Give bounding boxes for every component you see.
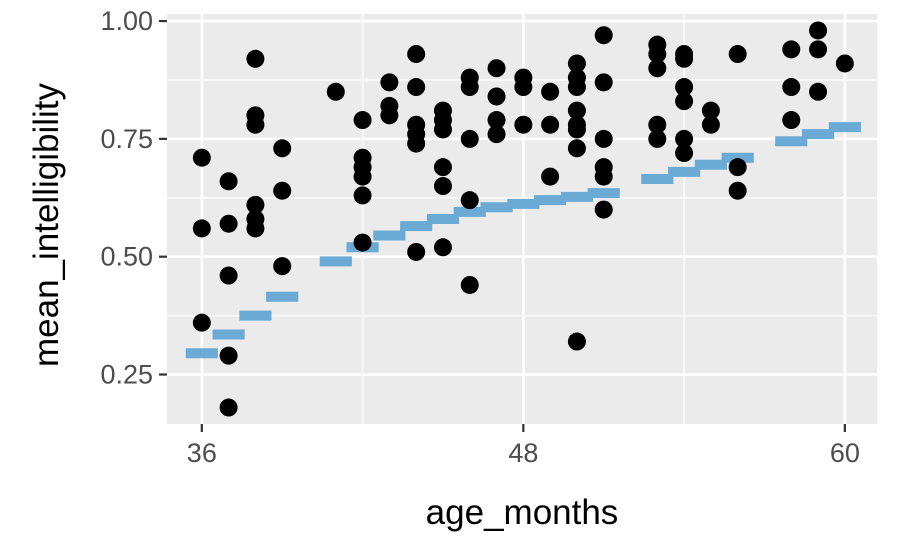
data-point — [353, 186, 372, 205]
data-point — [594, 26, 613, 45]
data-point — [782, 40, 801, 59]
data-point — [648, 59, 667, 78]
data-point — [809, 21, 828, 40]
data-point — [460, 191, 479, 210]
y-tick-label: 0.50 — [100, 242, 153, 272]
data-point — [835, 54, 854, 73]
data-point — [675, 49, 694, 68]
data-point — [701, 101, 720, 120]
x-tick-label: 48 — [508, 438, 538, 468]
data-point — [567, 332, 586, 351]
data-point — [273, 257, 292, 276]
data-point — [219, 398, 238, 417]
data-point — [487, 111, 506, 130]
data-point — [460, 275, 479, 294]
data-point — [567, 120, 586, 139]
data-point — [433, 177, 452, 196]
data-point — [675, 129, 694, 148]
data-point — [273, 181, 292, 200]
data-point — [246, 115, 265, 134]
data-point — [192, 219, 211, 238]
data-point — [701, 115, 720, 134]
data-point — [541, 115, 560, 134]
data-point — [407, 242, 426, 261]
data-point — [407, 78, 426, 97]
data-point — [648, 45, 667, 64]
data-point — [594, 200, 613, 219]
data-point — [594, 167, 613, 186]
data-point — [353, 167, 372, 186]
data-point — [433, 238, 452, 257]
data-point — [192, 148, 211, 167]
data-point — [648, 115, 667, 134]
data-point — [567, 78, 586, 97]
data-point — [728, 158, 747, 177]
y-axis-title: mean_intelligibility — [27, 82, 66, 367]
data-point — [514, 115, 533, 134]
data-point — [246, 219, 265, 238]
data-point — [567, 101, 586, 120]
data-point — [782, 78, 801, 97]
fitted-step-series — [185, 122, 861, 359]
x-axis-ticks: 36 48 60 — [187, 424, 860, 468]
data-point — [809, 40, 828, 59]
data-point — [782, 111, 801, 130]
data-point — [567, 54, 586, 73]
data-point — [353, 111, 372, 130]
data-point — [675, 78, 694, 97]
data-points — [192, 21, 854, 417]
data-point — [380, 106, 399, 125]
x-tick-label: 36 — [187, 438, 217, 468]
data-point — [487, 87, 506, 106]
data-point — [541, 82, 560, 101]
x-axis-title: age_months — [426, 493, 619, 532]
data-point — [380, 73, 399, 92]
data-point — [675, 144, 694, 163]
y-axis-ticks: 0.25 0.50 0.75 1.00 — [100, 6, 167, 390]
data-point — [594, 129, 613, 148]
data-point — [219, 214, 238, 233]
data-point — [460, 129, 479, 148]
data-point — [219, 172, 238, 191]
y-tick-label: 1.00 — [100, 6, 153, 36]
data-point — [648, 129, 667, 148]
data-point — [219, 266, 238, 285]
data-point — [273, 139, 292, 158]
data-point — [353, 233, 372, 252]
data-point — [246, 49, 265, 68]
data-point — [460, 78, 479, 97]
data-point — [594, 73, 613, 92]
data-point — [675, 92, 694, 111]
data-point — [407, 134, 426, 153]
data-point — [567, 139, 586, 158]
data-point — [326, 82, 345, 101]
data-point — [192, 313, 211, 332]
y-tick-label: 0.75 — [100, 124, 153, 154]
data-point — [433, 158, 452, 177]
major-gridlines — [167, 14, 877, 424]
y-tick-label: 0.25 — [100, 360, 153, 390]
data-point — [487, 125, 506, 144]
data-point — [728, 45, 747, 64]
data-point — [407, 45, 426, 64]
data-point — [487, 59, 506, 78]
data-point — [219, 346, 238, 365]
data-point — [728, 181, 747, 200]
data-point — [514, 78, 533, 97]
x-tick-label: 60 — [830, 438, 860, 468]
data-point — [809, 82, 828, 101]
data-point — [246, 195, 265, 214]
data-point — [433, 120, 452, 139]
data-point — [541, 167, 560, 186]
